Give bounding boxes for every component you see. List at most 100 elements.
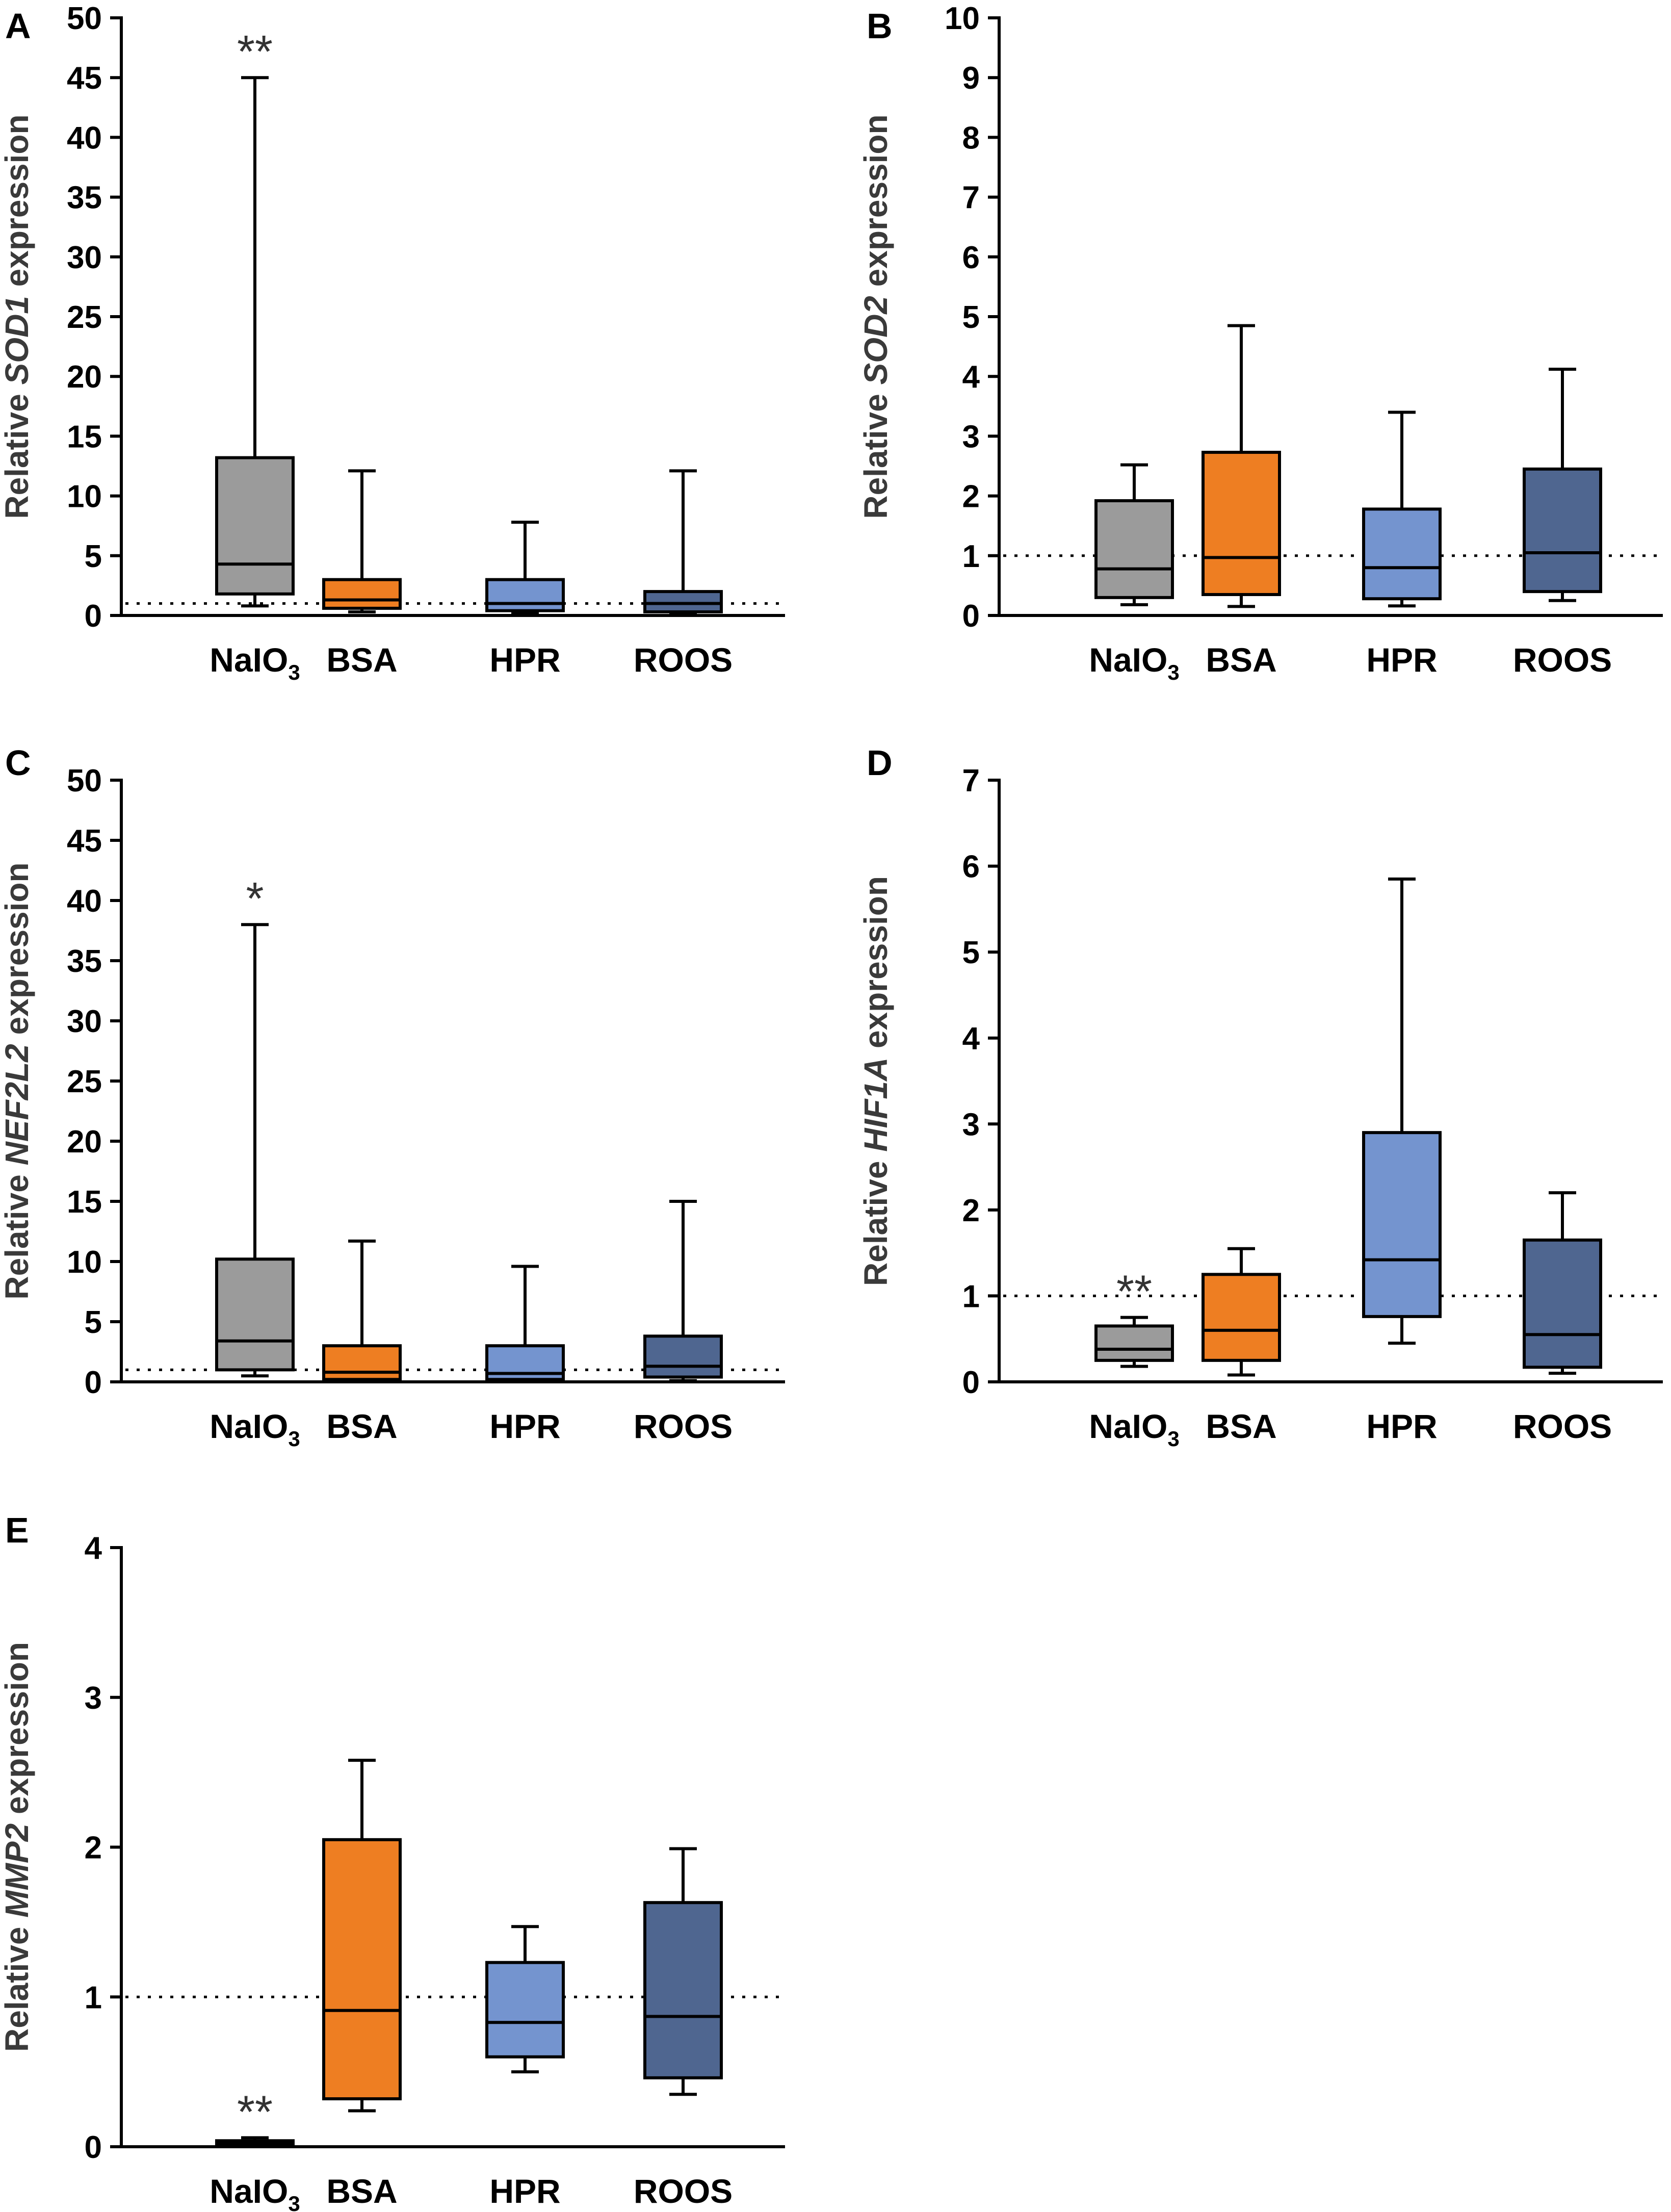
box-BSA — [322, 469, 402, 613]
y-axis-label-gene: MMP2 — [0, 1823, 35, 1918]
iqr-box — [643, 590, 723, 613]
y-tick-label: 45 — [67, 824, 102, 859]
y-axis-label-gene: HIF1A — [857, 1058, 894, 1152]
y-tick-label: 20 — [67, 359, 102, 395]
y-tick-label: 15 — [67, 419, 102, 454]
y-tick-label: 40 — [67, 884, 102, 919]
significance-marker: * — [246, 873, 264, 924]
y-axis-label: Relative SOD1 expression — [0, 114, 35, 519]
box-ROOS — [643, 1847, 723, 2096]
x-tick-label: NaIO3 — [210, 641, 300, 684]
box-NaIO3 — [1094, 463, 1174, 606]
iqr-box — [1362, 507, 1442, 601]
y-axis-label-prefix: Relative — [0, 1165, 35, 1299]
panel-A: A Relative SOD1 expression 0 5 10 15 20 25 30 35 4… — [0, 1, 785, 684]
iqr-box — [322, 1344, 402, 1381]
iqr-box — [643, 1901, 723, 2079]
box-BSA — [322, 1239, 402, 1382]
y-tick-label: 30 — [67, 240, 102, 275]
significance-marker: ** — [237, 2087, 273, 2138]
panel-E: E Relative MMP2 expression 0 1 2 3 4 ** NaIO3 BSA… — [0, 1510, 785, 2212]
x-tick-label: BSA — [326, 641, 397, 679]
y-tick-label: 10 — [67, 1245, 102, 1280]
y-tick-label: 0 — [85, 2130, 102, 2165]
iqr-box — [322, 1838, 402, 2100]
iqr-box — [1094, 1324, 1174, 1362]
y-tick-label: 25 — [67, 300, 102, 335]
panel-label: D — [867, 743, 893, 783]
significance-marker: ** — [1116, 1267, 1152, 1318]
y-tick-label: 1 — [962, 539, 980, 574]
x-tick-label: HPR — [489, 641, 560, 679]
iqr-box — [1523, 1238, 1602, 1369]
y-axis-label-gene: SOD1 — [0, 296, 35, 384]
iqr-box — [1202, 1273, 1281, 1362]
box-NaIO3: ** — [215, 2087, 295, 2147]
y-tick-label: 2 — [85, 1831, 102, 1866]
y-tick-label: 40 — [67, 120, 102, 156]
y-axis-label: Relative SOD2 expression — [857, 114, 894, 519]
y-tick-label: 0 — [962, 1365, 980, 1400]
x-tick-label: BSA — [326, 1407, 397, 1445]
y-axis-label-gene: SOD2 — [857, 296, 894, 384]
box-HPR — [485, 521, 565, 615]
x-tick-label: HPR — [489, 1407, 560, 1445]
y-tick-label: 5 — [85, 1305, 102, 1340]
x-tick-label: NaIO3 — [210, 2172, 300, 2212]
x-tick-label: ROOS — [1513, 1407, 1612, 1445]
x-tick-label: BSA — [326, 2172, 397, 2210]
y-tick-label: 4 — [85, 1531, 102, 1566]
box-BSA — [322, 1759, 402, 2113]
y-axis-label-prefix: Relative — [857, 1152, 894, 1286]
x-tick-label: BSA — [1206, 641, 1276, 679]
box-ROOS — [643, 469, 723, 616]
panel-C: C Relative NEF2L2 expression 0 5 10 15 20 25 30 3… — [0, 743, 785, 1451]
y-axis-label-prefix: Relative — [857, 384, 894, 519]
y-tick-label: 4 — [962, 1021, 980, 1057]
box-NaIO3: * — [215, 873, 295, 1378]
x-tick-label: NaIO3 — [1089, 1407, 1179, 1451]
iqr-box — [215, 1257, 295, 1372]
y-tick-label: 3 — [962, 419, 980, 454]
panel-label: A — [5, 6, 31, 46]
y-tick-label: 0 — [85, 1365, 102, 1400]
box-ROOS — [1523, 368, 1602, 602]
y-tick-label: 20 — [67, 1124, 102, 1160]
significance-marker: ** — [237, 27, 273, 78]
y-tick-label: 15 — [67, 1185, 102, 1220]
y-tick-label: 6 — [962, 850, 980, 885]
y-tick-label: 30 — [67, 1004, 102, 1039]
iqr-box — [1362, 1131, 1442, 1318]
panel-label: B — [867, 6, 893, 46]
y-tick-label: 0 — [85, 599, 102, 634]
y-tick-label: 0 — [962, 599, 980, 634]
y-axis-label-suffix: expression — [0, 114, 35, 296]
x-tick-label: NaIO3 — [210, 1407, 300, 1451]
y-tick-label: 50 — [67, 1, 102, 36]
y-tick-label: 2 — [962, 1193, 980, 1228]
y-tick-label: 10 — [945, 1, 980, 36]
iqr-box — [322, 578, 402, 610]
y-tick-label: 5 — [85, 539, 102, 574]
y-axis-label-suffix: expression — [0, 1642, 35, 1823]
iqr-box — [1202, 451, 1281, 596]
iqr-box — [485, 1961, 565, 2059]
panel-label: C — [5, 743, 31, 783]
box-ROOS — [643, 1200, 723, 1382]
y-axis-label-prefix: Relative — [0, 384, 35, 519]
y-tick-label: 3 — [962, 1107, 980, 1142]
y-tick-label: 35 — [67, 181, 102, 216]
box-ROOS — [1523, 1191, 1602, 1375]
y-tick-label: 10 — [67, 479, 102, 515]
x-tick-label: NaIO3 — [1089, 641, 1179, 684]
x-tick-label: HPR — [1366, 1407, 1437, 1445]
y-tick-label: 5 — [962, 935, 980, 970]
x-tick-label: ROOS — [1513, 641, 1612, 679]
y-tick-label: 35 — [67, 944, 102, 979]
box-HPR — [485, 1265, 565, 1382]
x-tick-label: ROOS — [634, 1407, 733, 1445]
y-tick-label: 4 — [962, 359, 980, 395]
iqr-box — [643, 1334, 723, 1379]
box-HPR — [1362, 410, 1442, 608]
